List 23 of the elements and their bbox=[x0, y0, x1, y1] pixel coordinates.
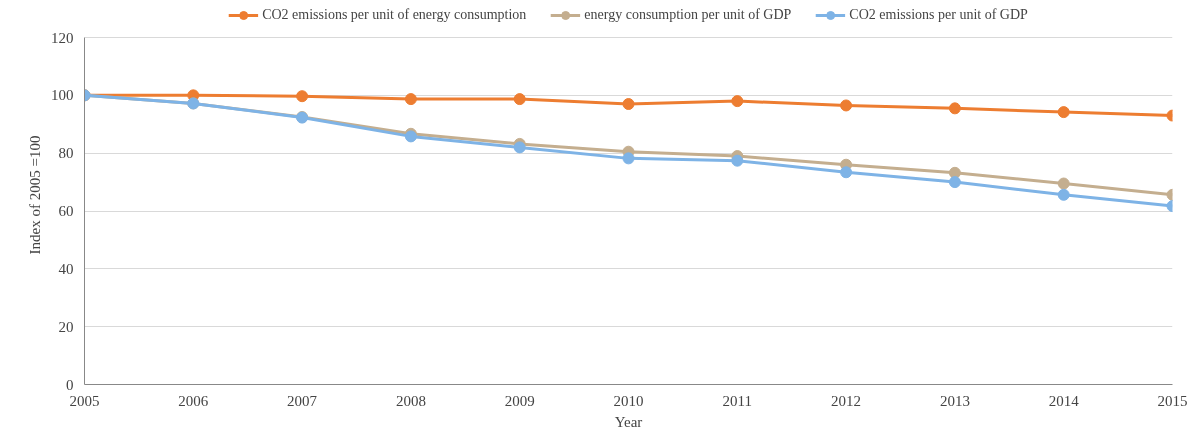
x-tick-label: 2005 bbox=[69, 392, 100, 409]
x-axis-title: Year bbox=[614, 413, 643, 430]
x-tick-label: 2011 bbox=[722, 392, 753, 409]
y-tick-label: 80 bbox=[58, 145, 74, 162]
x-tick-label: 2015 bbox=[1157, 392, 1188, 409]
y-tick-label: 20 bbox=[58, 318, 74, 335]
y-axis-title: Index of 2005 =100 bbox=[27, 135, 43, 255]
x-tick-label: 2009 bbox=[504, 392, 535, 409]
legend-label: CO2 emissions per unit of energy consumption bbox=[262, 7, 527, 23]
x-tick-label: 2013 bbox=[939, 392, 970, 409]
y-tick-label: 0 bbox=[66, 376, 74, 393]
y-tick-label: 40 bbox=[58, 260, 74, 277]
x-tick-label: 2007 bbox=[287, 392, 318, 409]
y-tick-label: 60 bbox=[58, 203, 74, 219]
x-tick-label: 2008 bbox=[395, 392, 426, 409]
x-tick-label: 2010 bbox=[613, 392, 644, 409]
y-tick-label: 100 bbox=[51, 87, 74, 104]
x-tick-label: 2014 bbox=[1048, 392, 1080, 409]
legend-label: energy consumption per unit of GDP bbox=[584, 7, 792, 23]
legend-label: CO2 emissions per unit of GDP bbox=[849, 7, 1028, 23]
x-tick-label: 2006 bbox=[178, 392, 209, 409]
x-tick-label: 2012 bbox=[831, 392, 862, 409]
y-tick-label: 120 bbox=[51, 29, 74, 46]
